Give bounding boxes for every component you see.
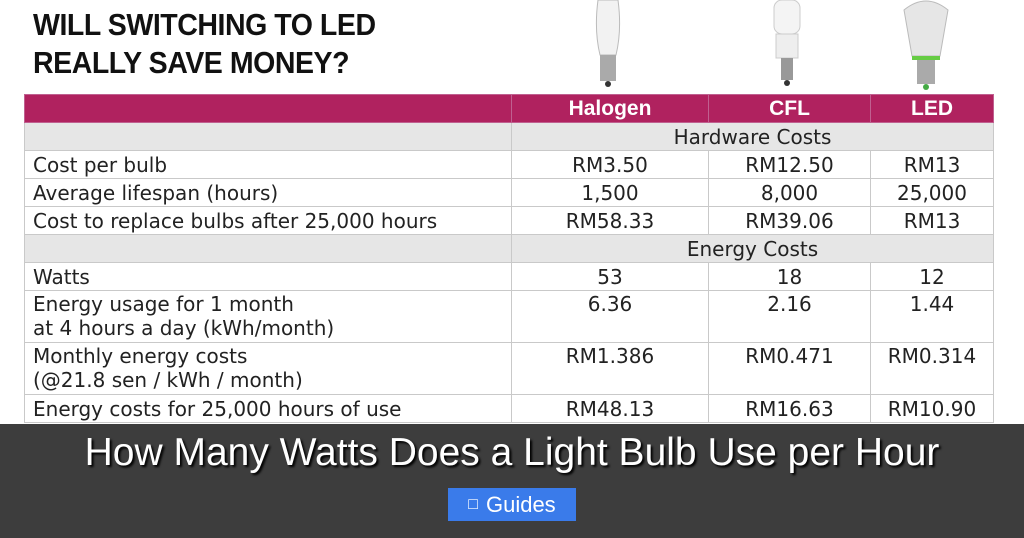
cell: 6.36 bbox=[511, 290, 709, 343]
title-line-2: REALLY SAVE MONEY? bbox=[33, 45, 350, 80]
table-row: Energy usage for 1 month at 4 hours a day… bbox=[24, 290, 994, 343]
section-empty bbox=[24, 234, 512, 263]
cell: RM12.50 bbox=[708, 150, 871, 179]
row-label: Watts bbox=[24, 262, 512, 291]
section-row: Hardware Costs bbox=[24, 122, 994, 151]
cell: 1.44 bbox=[870, 290, 994, 343]
row-label: Energy costs for 25,000 hours of use bbox=[24, 394, 512, 423]
row-label-line2: (@21.8 sen / kWh / month) bbox=[33, 368, 303, 392]
comparison-table: Halogen CFL LED Hardware Costs Cost per … bbox=[24, 94, 994, 423]
cell: RM3.50 bbox=[511, 150, 709, 179]
section-energy-costs: Energy Costs bbox=[511, 234, 994, 263]
row-label-line2: at 4 hours a day (kWh/month) bbox=[33, 316, 335, 340]
cell: 12 bbox=[870, 262, 994, 291]
row-label: Cost to replace bulbs after 25,000 hours bbox=[24, 206, 512, 235]
cell: RM39.06 bbox=[708, 206, 871, 235]
row-label: Energy usage for 1 month at 4 hours a day… bbox=[24, 290, 512, 343]
led-bulb-icon bbox=[903, 0, 949, 90]
header-led: LED bbox=[870, 94, 994, 123]
cell: RM16.63 bbox=[708, 394, 871, 423]
table-row: Cost to replace bulbs after 25,000 hours… bbox=[24, 206, 994, 235]
table-row: Average lifespan (hours) 1,500 8,000 25,000 bbox=[24, 178, 994, 207]
cell: 2.16 bbox=[708, 290, 871, 343]
table-row: Watts 53 18 12 bbox=[24, 262, 994, 291]
table-row: Cost per bulb RM3.50 RM12.50 RM13 bbox=[24, 150, 994, 179]
cell: RM0.471 bbox=[708, 342, 871, 395]
row-label: Cost per bulb bbox=[24, 150, 512, 179]
table-row: Energy costs for 25,000 hours of use RM48… bbox=[24, 394, 994, 423]
table-header-row: Halogen CFL LED bbox=[24, 94, 994, 123]
row-label-line1: Monthly energy costs bbox=[33, 344, 248, 368]
row-label-line1: Energy usage for 1 month bbox=[33, 292, 294, 316]
title-line-1: WILL SWITCHING TO LED bbox=[33, 7, 376, 42]
cell: RM58.33 bbox=[511, 206, 709, 235]
section-row: Energy Costs bbox=[24, 234, 994, 263]
cfl-bulb-icon bbox=[773, 0, 801, 86]
header-empty bbox=[24, 94, 512, 123]
cell: RM13 bbox=[870, 206, 994, 235]
cell: 25,000 bbox=[870, 178, 994, 207]
page-title: WILL SWITCHING TO LED REALLY SAVE MONEY? bbox=[33, 6, 376, 82]
halogen-bulb-icon bbox=[595, 0, 621, 87]
header-cfl: CFL bbox=[708, 94, 871, 123]
headline: How Many Watts Does a Light Bulb Use per… bbox=[84, 431, 940, 474]
cell: RM10.90 bbox=[870, 394, 994, 423]
cell: RM1.386 bbox=[511, 342, 709, 395]
cell: 18 bbox=[708, 262, 871, 291]
header-halogen: Halogen bbox=[511, 94, 709, 123]
row-label: Average lifespan (hours) bbox=[24, 178, 512, 207]
section-empty bbox=[24, 122, 512, 151]
book-icon: □ bbox=[468, 495, 478, 513]
guides-button[interactable]: □ Guides bbox=[448, 488, 576, 521]
section-hardware-costs: Hardware Costs bbox=[511, 122, 994, 151]
cell: 53 bbox=[511, 262, 709, 291]
cell: 8,000 bbox=[708, 178, 871, 207]
cell: RM13 bbox=[870, 150, 994, 179]
cell: 1,500 bbox=[511, 178, 709, 207]
row-label: Monthly energy costs (@21.8 sen / kWh / m… bbox=[24, 342, 512, 395]
cell: RM48.13 bbox=[511, 394, 709, 423]
table-row: Monthly energy costs (@21.8 sen / kWh / m… bbox=[24, 342, 994, 395]
guides-label: Guides bbox=[485, 491, 556, 517]
cell: RM0.314 bbox=[870, 342, 994, 395]
